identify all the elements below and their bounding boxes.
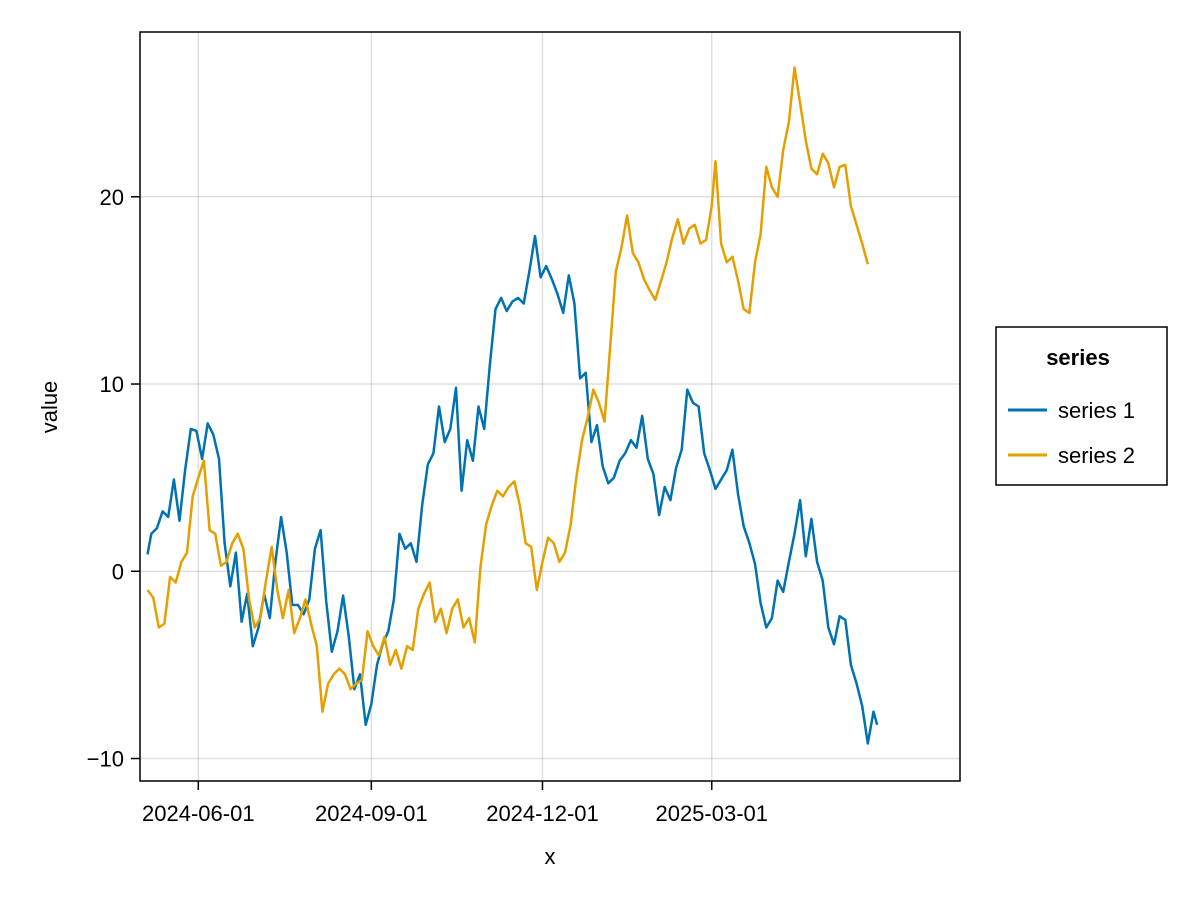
x-tick-label: 2024-09-01 xyxy=(315,801,428,826)
legend: series series 1 series 2 xyxy=(995,326,1168,486)
y-tick-label: 0 xyxy=(112,559,124,584)
legend-box xyxy=(995,326,1168,486)
legend-title: series xyxy=(1046,345,1110,370)
y-axis-label: value xyxy=(37,381,62,434)
x-tick-label: 2024-12-01 xyxy=(486,801,599,826)
y-tick-label: 10 xyxy=(100,372,124,397)
series-lines xyxy=(146,66,879,745)
plot-frame xyxy=(139,31,961,782)
legend-label-series-2: series 2 xyxy=(1058,443,1135,468)
x-tick-label: 2025-03-01 xyxy=(655,801,768,826)
axis-ticks: 2024-06-01 2024-09-01 2024-12-01 2025-03-01… xyxy=(87,185,768,826)
series-line-2 xyxy=(146,66,870,713)
x-axis-label: x xyxy=(545,844,556,869)
legend-label-series-1: series 1 xyxy=(1058,398,1135,423)
y-tick-label: 20 xyxy=(100,185,124,210)
y-tick-label: −10 xyxy=(87,747,124,772)
grid xyxy=(140,32,960,781)
x-tick-label: 2024-06-01 xyxy=(142,801,255,826)
series-line-1 xyxy=(146,234,879,745)
